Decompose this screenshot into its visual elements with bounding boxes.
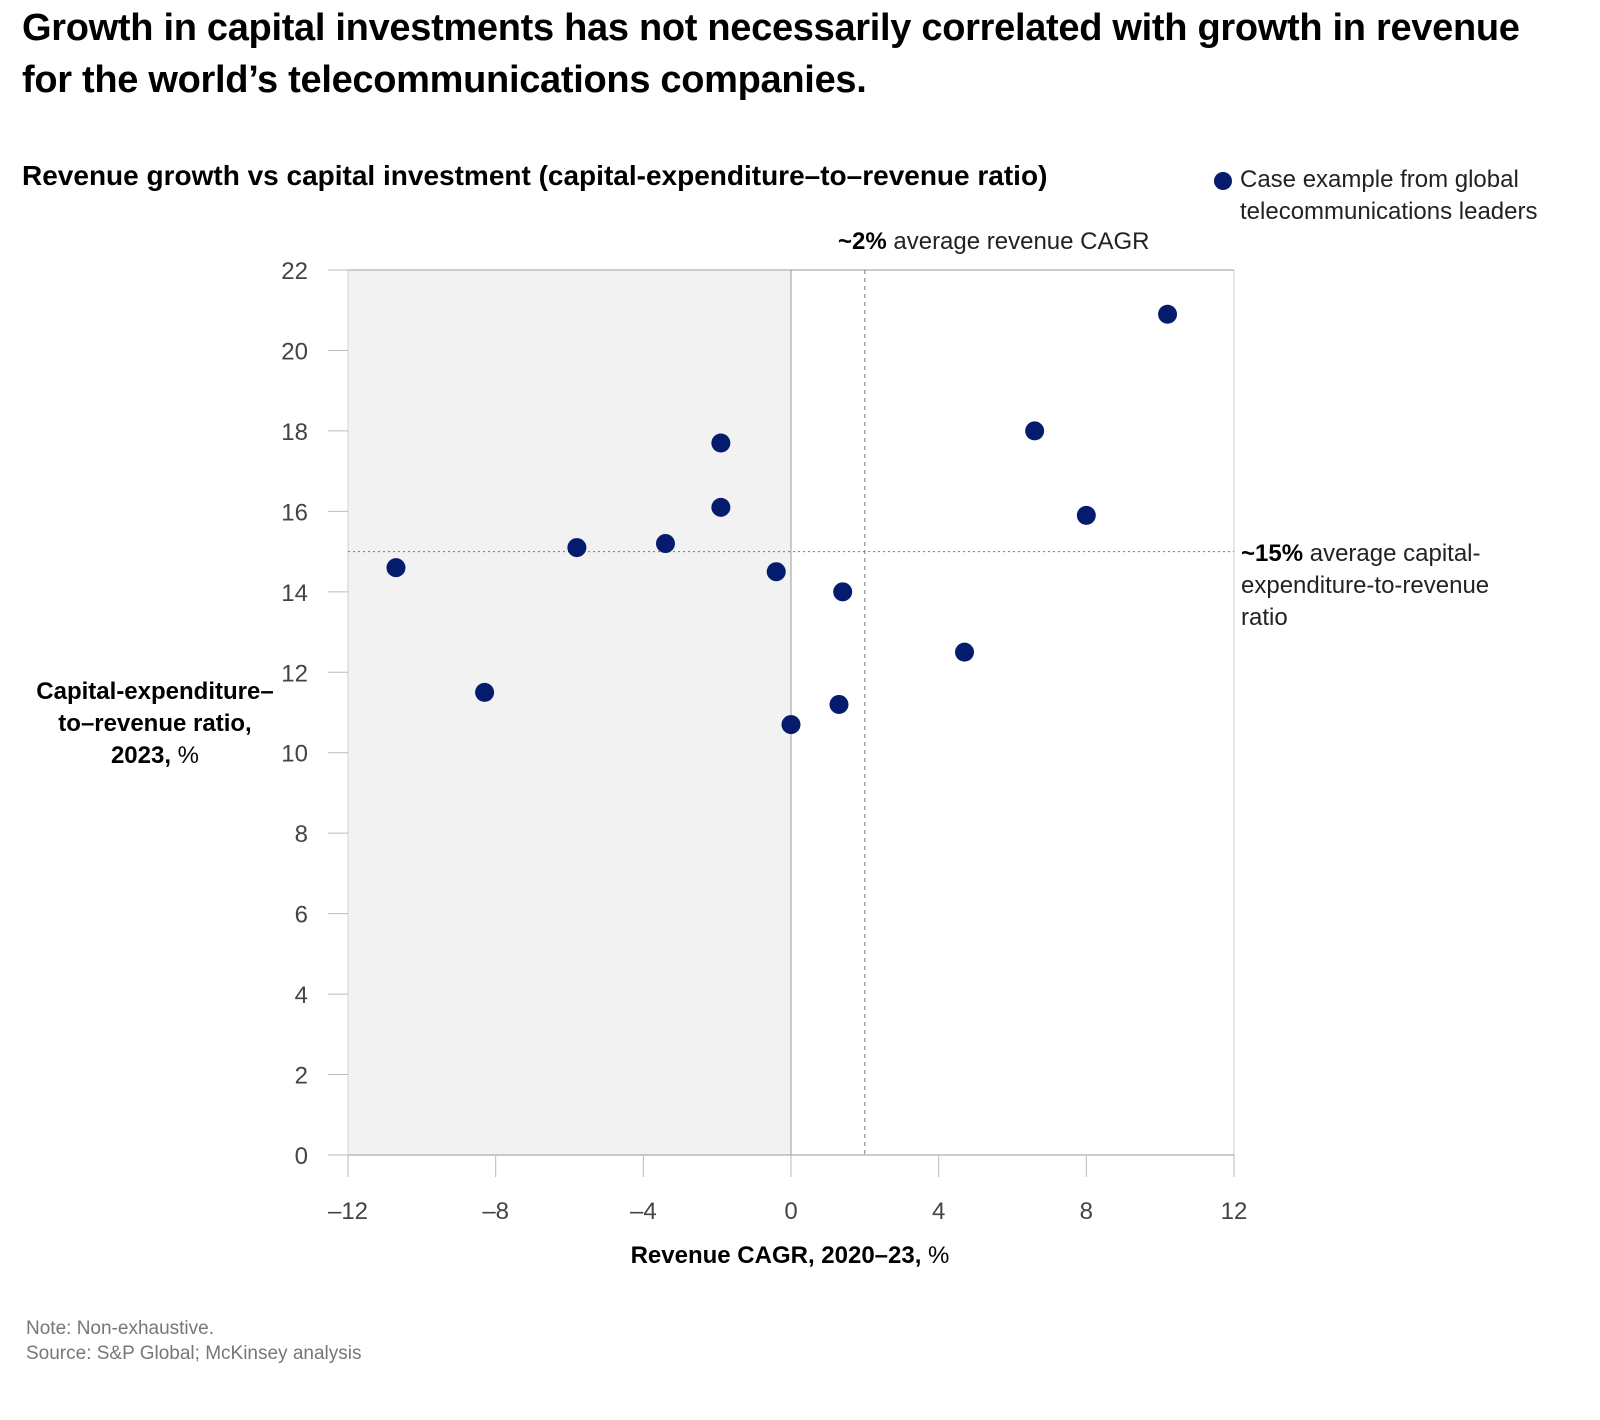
data-point [766,562,786,582]
data-point [1076,505,1096,525]
avg-revenue-value: ~2% [838,228,887,255]
source: Source: S&P Global; McKinsey analysis [26,1343,362,1364]
x-axis-label: Revenue CAGR, 2020–23, % [0,1242,1580,1270]
y-label-line3: 2023, [110,742,172,769]
x-tick-label: –4 [630,1198,657,1225]
y-label-line2: to–revenue ratio, [58,710,252,737]
y-label-line1: Capital-expenditure– [36,678,274,705]
data-point [833,582,853,602]
data-point [655,534,675,554]
x-tick-label: 8 [1080,1198,1093,1225]
data-point [567,538,587,558]
data-point [475,682,495,702]
data-point [386,558,406,578]
y-tick-label: 16 [281,499,308,526]
x-tick-label: 12 [1221,1198,1248,1225]
x-tick-label: 4 [932,1198,945,1225]
x-tick-label: –12 [328,1198,368,1225]
legend-label: Case example from global telecommunicati… [1240,166,1538,225]
data-point [955,642,975,662]
x-tick-label: 0 [784,1198,797,1225]
data-point [1025,421,1045,441]
shaded-negative-region [348,270,791,1155]
y-tick-label: 0 [295,1143,308,1170]
y-tick-label: 2 [295,1063,308,1090]
avg-capex-value: ~15% [1241,540,1304,567]
y-label-unit: % [171,742,200,769]
data-point [711,497,731,517]
y-tick-label: 20 [281,338,308,365]
y-tick-label: 22 [281,258,308,285]
data-point [711,433,731,453]
y-axis-label: Capital-expenditure– to–revenue ratio, 2… [0,676,310,772]
x-tick-label: –8 [482,1198,509,1225]
data-point [829,694,849,714]
avg-capex-annotation: ~15% average capital-expenditure-to-reve… [1241,538,1521,634]
avg-revenue-text: average revenue CAGR [886,228,1150,255]
avg-revenue-annotation: ~2% average revenue CAGR [838,228,1150,256]
x-label-text: Revenue CAGR, 2020–23, [630,1242,922,1269]
avg-capex-text: average capital-expenditure-to-revenue r… [1241,540,1490,631]
y-tick-label: 8 [295,821,308,848]
x-label-unit: % [921,1242,950,1269]
y-tick-label: 6 [295,902,308,929]
legend: Case example from global telecommunicati… [1214,164,1550,228]
chart-title: Revenue growth vs capital investment (ca… [22,160,1048,191]
y-tick-label: 14 [281,580,308,607]
data-point [781,715,801,735]
y-tick-label: 18 [281,419,308,446]
note: Note: Non-exhaustive. [26,1318,214,1339]
page-title: Growth in capital investments has not ne… [22,7,1520,101]
data-point [1158,304,1178,324]
y-tick-label: 4 [295,982,308,1009]
legend-marker [1214,172,1232,190]
y-tick-label: 12 [281,660,308,687]
y-tick-label: 10 [281,741,308,768]
